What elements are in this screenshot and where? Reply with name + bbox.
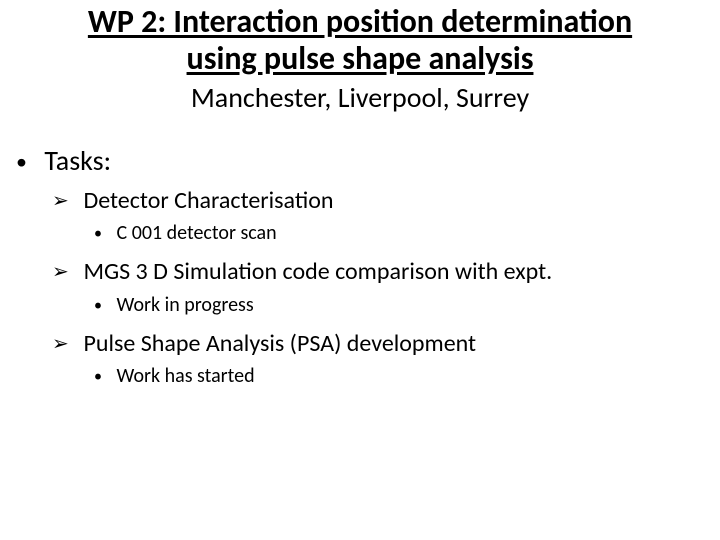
slide-body: Tasks: Detector Characterisation C 001 d… <box>0 115 720 404</box>
title-line-1: WP 2: Interaction position determination <box>88 2 632 41</box>
bullet-text: Detector Characterisation <box>83 186 333 215</box>
slide-subtitle: Manchester, Liverpool, Surrey <box>0 78 720 115</box>
list-item: Tasks: Detector Characterisation C 001 d… <box>38 143 720 404</box>
bullet-text: Work has started <box>117 364 255 388</box>
bullet-list-level2: Detector Characterisation C 001 detector… <box>38 183 720 397</box>
slide: WP 2: Interaction position determination… <box>0 0 720 540</box>
list-item: Work in progress <box>112 291 720 322</box>
list-item: Pulse Shape Analysis (PSA) development W… <box>78 326 720 397</box>
bullet-list-level3: Work in progress <box>78 291 720 322</box>
bullet-text: MGS 3 D Simulation code comparison with … <box>83 257 552 286</box>
bullet-list-level1: Tasks: Detector Characterisation C 001 d… <box>0 143 720 404</box>
list-item: MGS 3 D Simulation code comparison with … <box>78 254 720 325</box>
bullet-text: Pulse Shape Analysis (PSA) development <box>83 329 476 358</box>
slide-title: WP 2: Interaction position determination… <box>0 0 720 78</box>
bullet-list-level3: Work has started <box>78 362 720 393</box>
bullet-text: Tasks: <box>44 143 111 178</box>
title-line-2: using pulse shape analysis <box>187 39 534 78</box>
list-item: C 001 detector scan <box>112 219 720 250</box>
bullet-list-level3: C 001 detector scan <box>78 219 720 250</box>
bullet-text: Work in progress <box>117 293 254 317</box>
list-item: Detector Characterisation C 001 detector… <box>78 183 720 254</box>
list-item: Work has started <box>112 362 720 393</box>
bullet-text: C 001 detector scan <box>117 221 277 245</box>
